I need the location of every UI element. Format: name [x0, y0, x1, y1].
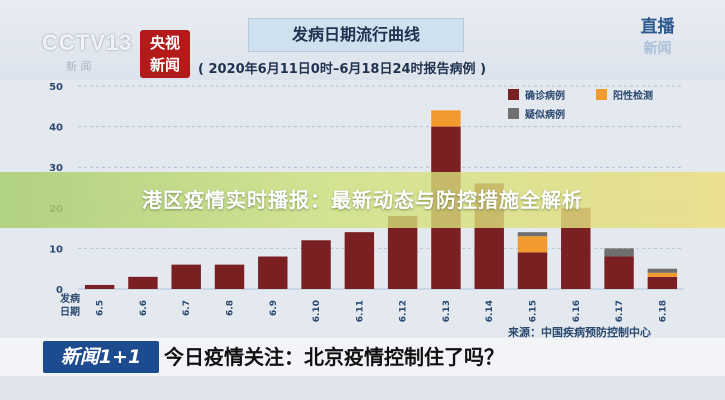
- bar-segment: [214, 264, 245, 289]
- legend-swatch: [508, 108, 519, 119]
- legend-label: 疑似病例: [525, 108, 565, 121]
- y-tick-label: 50: [49, 82, 63, 93]
- epidemic-curve-chart: 01020304050 6.56.66.76.86.96.106.116.126…: [49, 82, 684, 322]
- y-tick-label: 30: [49, 163, 63, 174]
- bar-segment: [301, 240, 331, 289]
- y-tick-label: 40: [49, 123, 63, 134]
- bar-segment: [431, 110, 461, 127]
- x-axis-label-line1: 发病: [59, 292, 80, 305]
- x-tick-label: 6.15: [529, 300, 539, 322]
- bar-segment: [517, 232, 548, 237]
- bar-segment: [258, 256, 288, 289]
- x-tick-label: 6.11: [355, 300, 365, 322]
- x-tick-label: 6.13: [442, 300, 452, 322]
- x-axis-ticks: 6.5 6.6 6.7 6.8 6.9 6.10 6.11 6.12 6.13 6.14 6.15 6…: [96, 300, 669, 322]
- bar-segment: [604, 248, 634, 257]
- x-tick-label: 6.9: [269, 300, 279, 316]
- yangshi-news-logo: 央视 新闻: [140, 30, 190, 78]
- legend-swatch: [596, 89, 607, 100]
- x-tick-label: 6.17: [615, 300, 625, 322]
- data-source: 来源：中国疾病预防控制中心: [508, 326, 651, 339]
- bar-segment: [647, 276, 678, 289]
- live-badge: 直播 新闻: [630, 16, 685, 60]
- bar-segment: [387, 215, 418, 289]
- x-tick-label: 6.18: [658, 300, 668, 322]
- x-tick-label: 6.7: [182, 300, 192, 316]
- bar-segment: [647, 272, 678, 277]
- news-1plus1-logo: 新闻1+1: [43, 341, 159, 373]
- x-tick-label: 6.5: [96, 300, 106, 316]
- bar-segment: [647, 268, 678, 273]
- live-badge-line1: 直播: [640, 17, 675, 37]
- x-tick-label: 6.8: [226, 300, 236, 316]
- ticker-headline: 今日疫情关注：北京疫情控制住了吗？: [164, 345, 504, 369]
- bar-segment: [84, 284, 115, 289]
- x-tick-label: 6.12: [399, 300, 409, 322]
- x-tick-label: 6.10: [312, 300, 322, 322]
- legend-label: 确诊病例: [525, 89, 565, 102]
- bar-segment: [604, 256, 634, 289]
- bar-segment: [171, 264, 201, 289]
- chart-title: 发病日期流行曲线: [248, 18, 464, 52]
- live-badge-line2: 新闻: [643, 41, 672, 57]
- bar-segment: [517, 236, 548, 253]
- cctv-logo-sub: 新 闻: [66, 60, 92, 73]
- x-axis-label-line2: 日期: [60, 305, 80, 318]
- bar-segment: [128, 276, 158, 289]
- legend-swatch: [508, 89, 519, 100]
- y-tick-label: 0: [56, 285, 63, 296]
- legend-label: 阳性检测: [613, 89, 653, 102]
- yangshi-line2: 新闻: [149, 56, 180, 74]
- x-tick-label: 6.6: [139, 300, 149, 316]
- chart-subtitle: ( 2020年6月11日0时–6月18日24时报告病例 ): [198, 62, 487, 77]
- ticker-stripe: [0, 376, 725, 400]
- bar-segment: [344, 232, 375, 289]
- overlay-headline: 港区疫情实时播报：最新动态与防控措施全解析: [0, 172, 725, 228]
- x-tick-label: 6.14: [485, 300, 495, 322]
- header-banner: CCTV13 新 闻 央视 新闻 发病日期流行曲线 ( 2020年6月11日0时…: [0, 0, 725, 80]
- cctv-logo: CCTV13: [42, 30, 133, 55]
- x-tick-label: 6.16: [572, 300, 582, 322]
- bar-segment: [517, 252, 548, 289]
- yangshi-line1: 央视: [149, 34, 180, 52]
- y-tick-label: 10: [49, 244, 63, 255]
